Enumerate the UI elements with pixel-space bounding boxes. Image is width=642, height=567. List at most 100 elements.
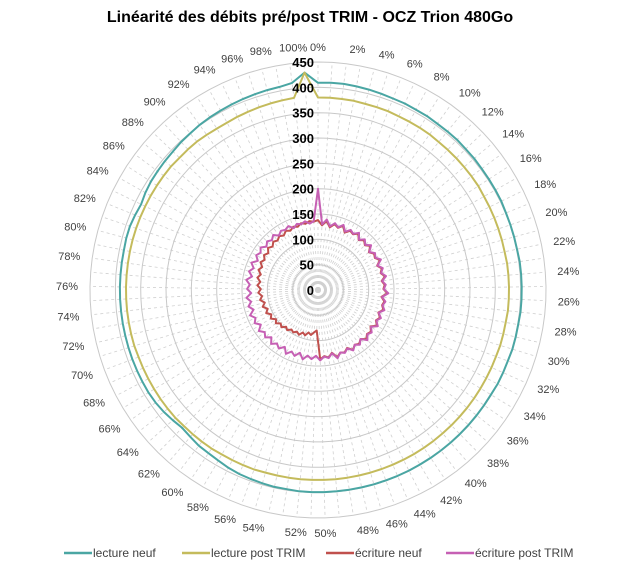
grid-spoke — [317, 289, 545, 316]
grid-spoke — [109, 289, 319, 384]
grid-spoke — [184, 104, 319, 291]
grid-spoke — [317, 289, 368, 513]
grid-ring — [190, 162, 446, 418]
grid-spoke — [122, 289, 319, 409]
category-label: 72% — [62, 341, 84, 353]
category-label: 6% — [407, 59, 423, 71]
grid-spoke — [138, 289, 319, 432]
grid-spoke — [227, 289, 319, 500]
category-label: 56% — [214, 514, 236, 526]
grid-spoke — [317, 243, 542, 291]
grid-spoke — [190, 289, 319, 480]
grid-spoke — [317, 289, 498, 432]
category-label: 78% — [58, 251, 80, 263]
grid-spoke — [317, 230, 539, 291]
grid-spoke — [112, 190, 319, 291]
category-label: 86% — [103, 140, 125, 152]
grid-ring — [140, 112, 496, 468]
category-label: 46% — [386, 519, 408, 531]
grid-spoke — [254, 289, 319, 510]
grid-spoke — [317, 289, 446, 480]
grid-spoke — [90, 271, 319, 291]
grid-ring — [292, 264, 344, 316]
category-label: 98% — [250, 46, 272, 58]
grid-spoke — [130, 289, 319, 421]
legend-item: lecture neuf — [64, 546, 156, 560]
grid-spoke — [317, 289, 457, 472]
legend-item: écriture post TRIM — [446, 546, 573, 560]
grid-spoke — [106, 203, 319, 291]
grid-spoke — [317, 289, 540, 344]
grid-spoke — [317, 289, 479, 453]
category-label: 32% — [537, 384, 559, 396]
category-label: 92% — [168, 79, 190, 91]
grid-spoke — [147, 289, 319, 443]
grid-spoke — [317, 216, 535, 291]
legend-label: écriture post TRIM — [475, 546, 573, 560]
grid-spoke — [143, 142, 319, 291]
grid — [89, 61, 547, 519]
legend-label: lecture neuf — [93, 546, 156, 560]
category-label: 44% — [414, 508, 436, 520]
grid-spoke — [261, 68, 319, 291]
category-label: 96% — [221, 54, 243, 66]
grid-spoke — [202, 289, 319, 488]
grid-spoke — [221, 83, 319, 291]
grid-spoke — [317, 63, 347, 291]
radial-tick-label: 200 — [292, 182, 314, 197]
grid-spoke — [317, 289, 532, 371]
radial-tick-label: 250 — [292, 156, 314, 171]
grid-spoke — [289, 63, 319, 291]
category-label: 100% — [279, 43, 307, 55]
radial-tick-label: 450 — [292, 55, 314, 70]
legend: lecture neuf lecture post TRIM écriture ne… — [64, 546, 573, 560]
grid-spoke — [94, 243, 319, 291]
grid-spoke — [317, 289, 543, 330]
grid-spoke — [208, 89, 319, 291]
grid-spoke — [317, 289, 340, 518]
grid-spoke — [317, 177, 517, 291]
grid-spoke — [317, 271, 546, 291]
radial-tick-label: 50 — [300, 258, 314, 273]
category-label: 70% — [71, 370, 93, 382]
category-label: 38% — [487, 458, 509, 470]
grid-spoke — [99, 289, 319, 357]
grid-spoke — [317, 289, 521, 397]
category-label: 94% — [194, 65, 216, 77]
category-labels: 0% 2% 4% 6% 8% 10%12% 14% 16% 18% 20% 22% 24% 26% 28%… — [56, 42, 580, 540]
category-label: 68% — [83, 398, 105, 410]
category-label: 58% — [187, 502, 209, 514]
series-line-3 — [245, 187, 390, 362]
category-label: 18% — [534, 179, 556, 191]
grid-ring — [165, 137, 471, 443]
grid-spoke — [317, 289, 421, 494]
grid-spoke — [317, 289, 506, 421]
grid-spoke — [317, 153, 502, 291]
radial-tick-label: 300 — [292, 131, 314, 146]
category-label: 40% — [465, 478, 487, 490]
grid-spoke — [317, 68, 375, 291]
grid-spoke — [119, 177, 319, 291]
grid-spoke — [275, 65, 319, 291]
category-label: 26% — [558, 296, 580, 308]
grid-spoke — [317, 289, 409, 500]
grid-spoke — [162, 122, 319, 291]
category-label: 64% — [117, 447, 139, 459]
radial-tick-labels: 0 50 100 150 200 250 300 350 400 450 — [292, 55, 314, 298]
grid-spoke — [317, 286, 546, 291]
category-label: 42% — [440, 495, 462, 507]
series-line-1 — [125, 71, 510, 481]
category-label: 36% — [507, 436, 529, 448]
category-label: 2% — [350, 44, 366, 56]
category-label: 0% — [310, 42, 326, 54]
grid-spoke — [101, 216, 319, 291]
grid-spoke — [317, 72, 389, 291]
grid-spoke — [317, 89, 428, 291]
grid-spoke — [241, 289, 319, 505]
grid-spoke — [93, 289, 319, 330]
grid-spoke — [317, 96, 440, 291]
grid-spoke — [317, 257, 544, 291]
grid-spoke — [317, 289, 382, 510]
grid-spoke — [92, 257, 319, 291]
